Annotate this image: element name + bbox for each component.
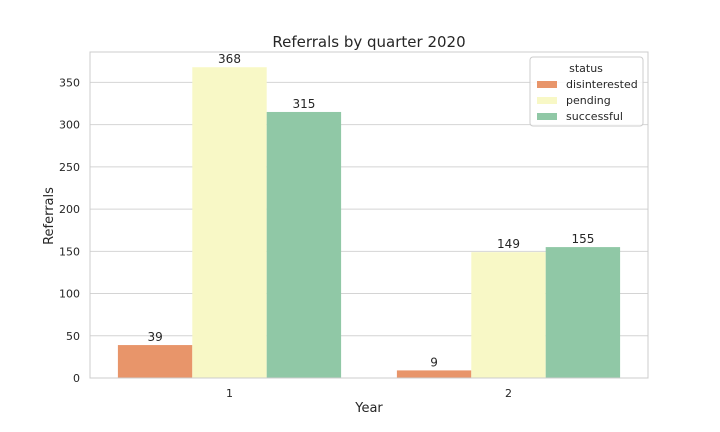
bar-value-label: 39 <box>147 330 162 344</box>
y-tick-label: 150 <box>59 245 80 258</box>
legend-title: status <box>569 62 603 75</box>
bar-pending-2 <box>471 252 546 378</box>
legend-swatch-pending <box>537 97 557 104</box>
bar-successful-2 <box>545 247 621 378</box>
bar-disinterested-2 <box>396 370 472 378</box>
legend-swatch-successful <box>537 113 557 120</box>
plot-frame <box>89 51 649 379</box>
y-tick-labels: 0 50 100 150 200 250 300 350 <box>59 76 80 385</box>
bar-value-label: 368 <box>218 52 241 66</box>
bar-value-label: 9 <box>430 355 438 369</box>
bar-value-label: 155 <box>571 232 594 246</box>
bars <box>117 67 621 378</box>
y-tick-label: 0 <box>73 372 80 385</box>
y-tick-label: 50 <box>66 330 80 343</box>
legend-label-disinterested: disinterested <box>566 78 638 91</box>
bar-value-label: 315 <box>292 97 315 111</box>
bar-disinterested-1 <box>117 345 193 378</box>
legend-items: disinterested pending successful <box>537 78 638 123</box>
y-axis-label: Referrals <box>42 187 57 245</box>
legend-box <box>529 56 644 127</box>
y-tick-label: 300 <box>59 119 80 132</box>
x-tick-label: 1 <box>226 387 233 400</box>
y-tick-label: 250 <box>59 161 80 174</box>
y-tick-label: 100 <box>59 288 80 301</box>
y-gridlines <box>90 81 648 379</box>
legend: status disinterested pending successful <box>529 56 644 127</box>
legend-label-successful: successful <box>566 110 623 123</box>
x-axis-label: Year <box>354 401 383 416</box>
legend-label-pending: pending <box>566 94 611 107</box>
x-tick-label: 2 <box>505 387 512 400</box>
chart-title: Referrals by quarter 2020 <box>272 33 465 51</box>
y-tick-label: 200 <box>59 203 80 216</box>
bar-successful-1 <box>266 111 342 378</box>
y-tick-label: 350 <box>59 76 80 89</box>
legend-swatch-disinterested <box>537 81 557 88</box>
bar-pending-1 <box>192 67 267 378</box>
bar-value-label: 149 <box>497 237 520 251</box>
bar-value-labels: 39 368 315 9 149 155 <box>147 52 594 369</box>
